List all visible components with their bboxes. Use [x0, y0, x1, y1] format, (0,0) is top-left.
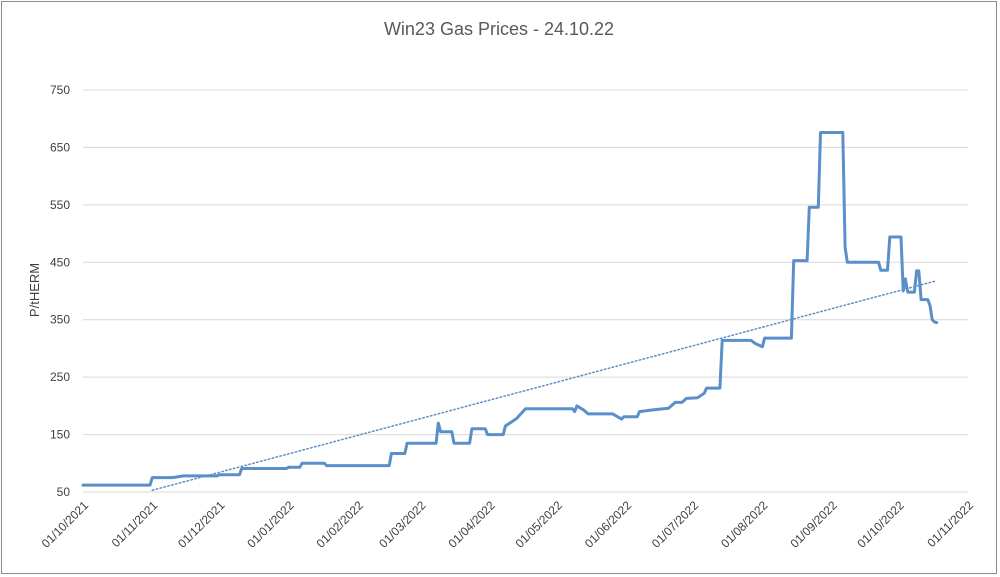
- x-tick-label: 01/01/2022: [244, 498, 297, 551]
- x-tick-label: 01/09/2022: [787, 498, 840, 551]
- x-tick-label: 01/07/2022: [649, 498, 702, 551]
- x-tick-label: 01/06/2022: [582, 498, 635, 551]
- y-tick-label: 450: [50, 255, 70, 269]
- x-tick-label: 01/02/2022: [314, 498, 367, 551]
- y-tick-label: 50: [57, 485, 71, 499]
- plot-area: [81, 131, 939, 492]
- y-tick-label: 350: [50, 313, 70, 327]
- x-tick-label: 01/10/2021: [39, 498, 92, 551]
- x-tick-label: 01/08/2022: [718, 498, 771, 551]
- grid-lines: [83, 89, 968, 493]
- x-tick-label: 01/04/2022: [445, 498, 498, 551]
- x-tick-label: 01/12/2021: [175, 498, 228, 551]
- y-tick-label: 250: [50, 370, 70, 384]
- y-tick-label: 750: [50, 83, 70, 97]
- x-tick-label: 01/11/2022: [924, 498, 976, 550]
- x-tick-label: 01/10/2022: [854, 498, 907, 551]
- y-tick-label: 150: [50, 428, 70, 442]
- x-tick-label: 01/11/2021: [109, 498, 161, 550]
- y-axis-label: P/tHERM: [27, 263, 42, 317]
- x-tick-label: 01/03/2022: [376, 498, 429, 551]
- trend-line: [151, 279, 938, 492]
- series-line-0: [81, 131, 939, 487]
- x-axis-ticks: 01/10/2021 01/11/2021 01/12/2021 01/01/2022…: [39, 498, 977, 551]
- x-tick-label: 01/05/2022: [513, 498, 566, 551]
- y-tick-label: 550: [50, 198, 70, 212]
- y-axis-ticks: 50 150 250 350 450 550 650 750: [50, 83, 70, 499]
- y-tick-label: 650: [50, 140, 70, 154]
- chart-title: Win23 Gas Prices - 24.10.22: [384, 19, 614, 39]
